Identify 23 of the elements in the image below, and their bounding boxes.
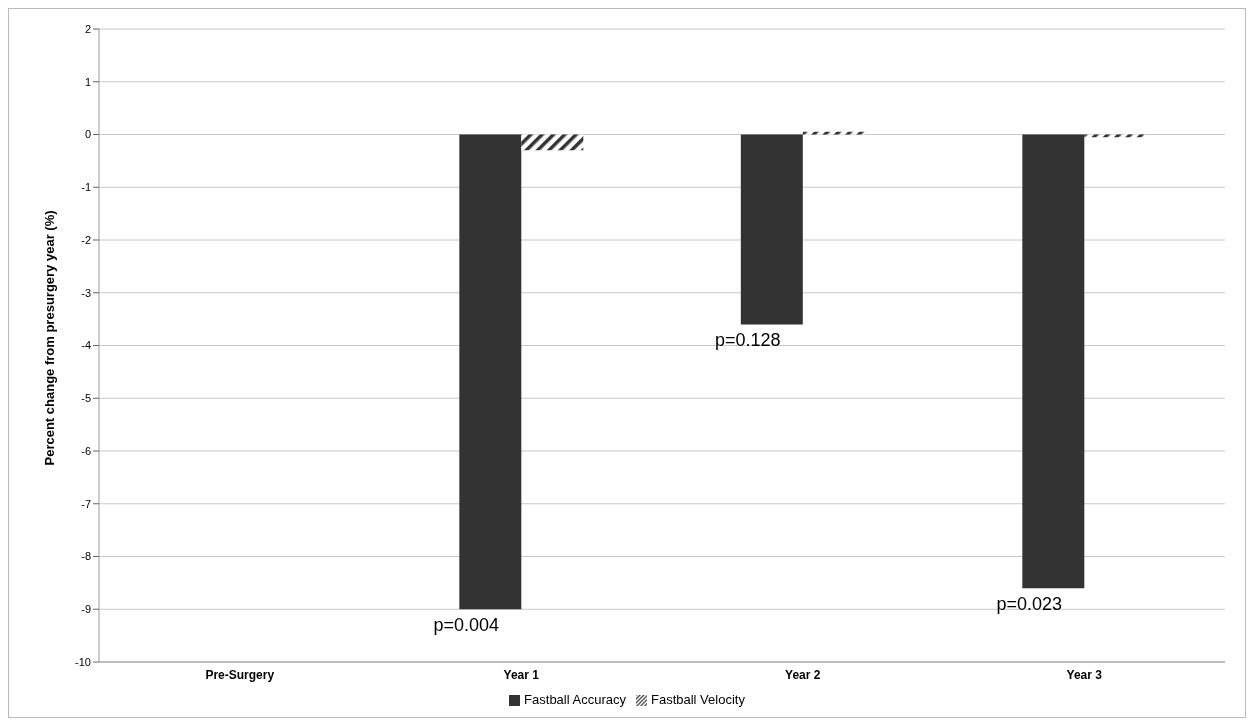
- annotation: p=0.128: [714, 330, 781, 351]
- y-tick-label: -2: [81, 233, 91, 246]
- x-tick-label: Year 1: [503, 667, 540, 682]
- y-tick-label: -8: [81, 550, 91, 563]
- y-tick-label: -9: [81, 603, 91, 616]
- x-tick-label: Year 2: [785, 667, 821, 682]
- y-tick-label: -4: [81, 339, 91, 352]
- y-tick-label: -10: [75, 655, 91, 668]
- y-tick-label: -7: [81, 497, 91, 510]
- annotation: p=0.023: [996, 593, 1063, 614]
- y-tick-label: 0: [84, 128, 91, 141]
- x-tick-label: Pre-Surgery: [205, 667, 275, 682]
- annotation: p=0.004: [433, 615, 500, 636]
- x-tick-label: Year 3: [1066, 667, 1103, 682]
- y-tick-label: -3: [81, 286, 91, 299]
- y-tick-label: 2: [84, 22, 91, 35]
- legend-label: Fastball Accuracy: [524, 692, 626, 707]
- y-tick-label: -6: [81, 444, 91, 457]
- y-tick-label: -5: [81, 392, 91, 405]
- y-axis-title: Percent change from presurgery year (%): [41, 210, 57, 466]
- y-tick-label: -1: [81, 181, 91, 194]
- legend-label: Fastball Velocity: [650, 692, 745, 707]
- y-tick-label: 1: [84, 75, 91, 88]
